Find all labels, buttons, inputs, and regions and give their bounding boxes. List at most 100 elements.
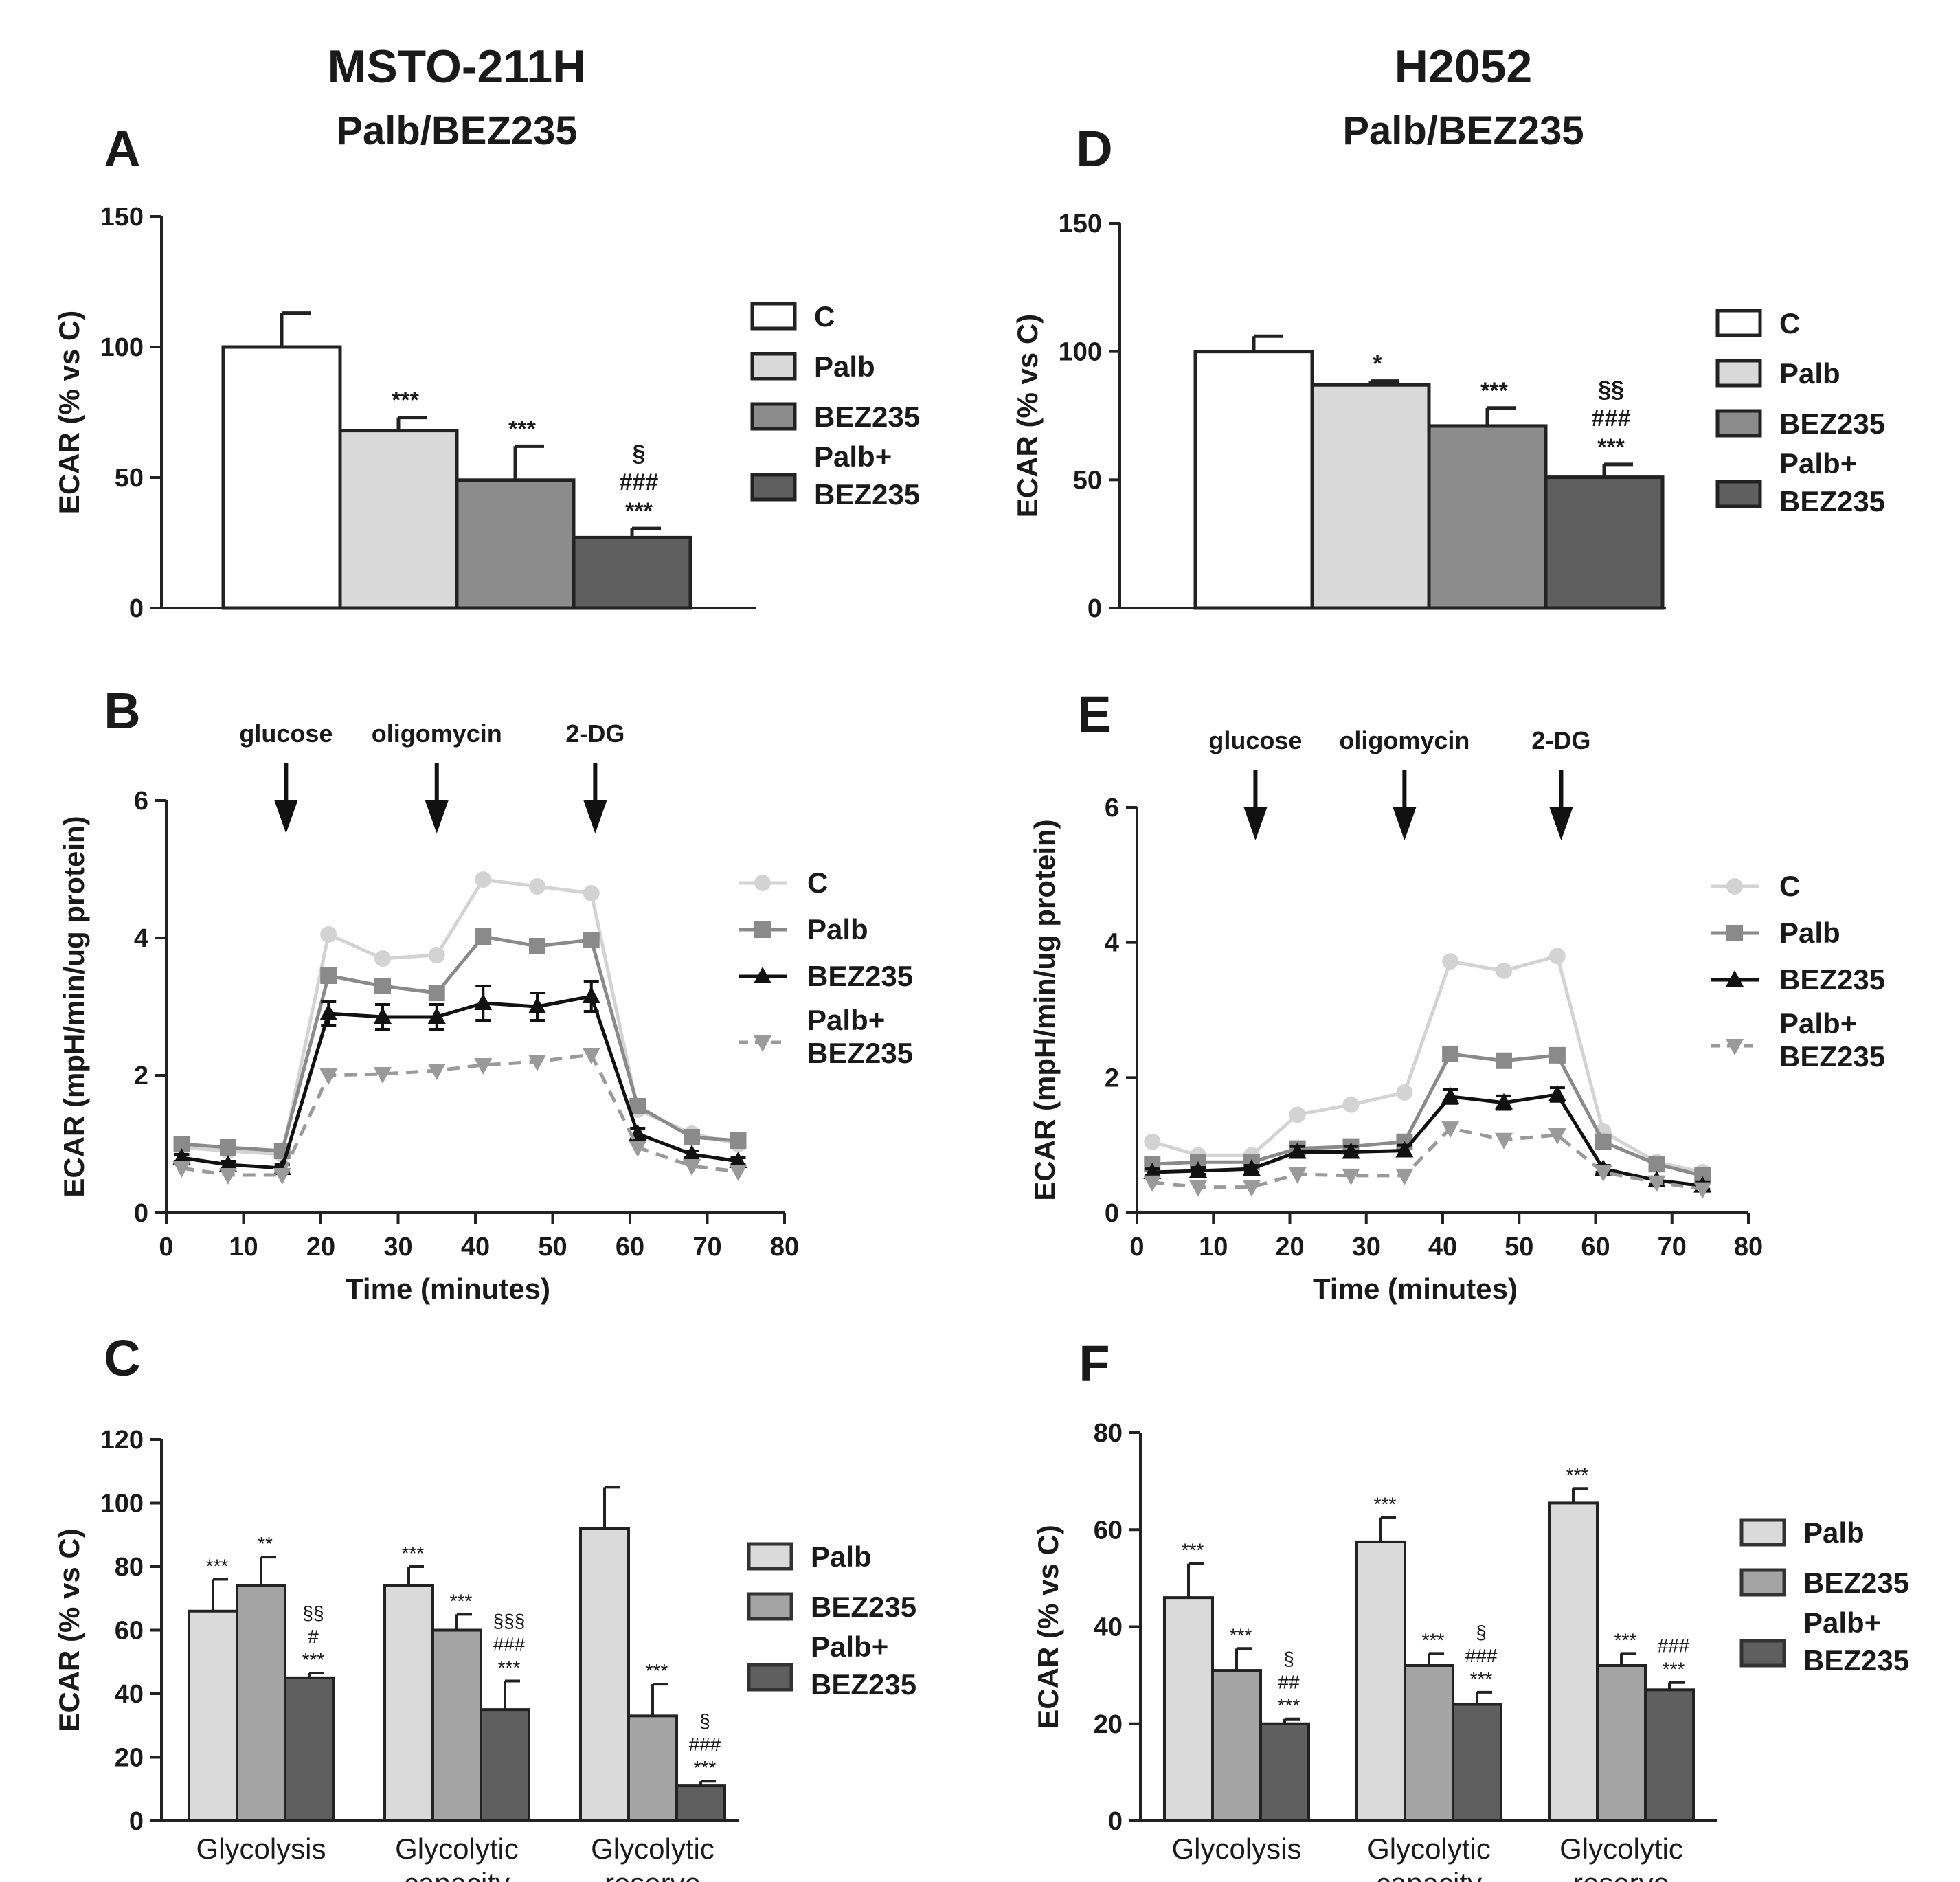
data-point — [1395, 1141, 1414, 1158]
y-tick-label: 0 — [134, 1199, 148, 1228]
panel-letter: A — [104, 120, 140, 177]
injection-label: oligomycin — [1339, 726, 1469, 754]
data-point — [1442, 953, 1459, 970]
significance-marker: § — [633, 440, 646, 467]
data-point — [1548, 1084, 1566, 1101]
significance-marker: *** — [1614, 1629, 1637, 1650]
legend-swatch — [1715, 480, 1762, 508]
bar-bez235 — [1404, 1664, 1454, 1822]
data-point — [319, 1068, 338, 1085]
legend-marker — [1726, 878, 1743, 895]
legend-label: BEZ235 — [1779, 407, 1885, 440]
down-arrow-icon — [583, 800, 607, 833]
y-tick-label: 40 — [115, 1680, 144, 1709]
x-category-label: capacity — [1376, 1867, 1482, 1882]
legend-label: Palb+ — [814, 440, 892, 473]
panel-letter: F — [1079, 1335, 1109, 1392]
data-point — [172, 1161, 191, 1178]
significance-marker: *** — [625, 498, 653, 524]
legend-swatch — [750, 402, 797, 431]
data-point — [1289, 1106, 1306, 1123]
y-tick-label: 60 — [1094, 1516, 1123, 1545]
panel-b-line-chart: B 0 2 4 6 ECAR (mpH/min/ug protein) 0 10 20 30 40 5… — [58, 682, 913, 1305]
x-tick-label: 30 — [1352, 1233, 1381, 1262]
data-point — [582, 987, 600, 1003]
significance-marker: *** — [402, 1543, 425, 1564]
data-point — [582, 1048, 600, 1064]
y-axis-label: ECAR (% vs C) — [53, 311, 85, 514]
series-line — [181, 994, 739, 1170]
bar-bez235 — [236, 1584, 286, 1822]
data-point — [1143, 1175, 1162, 1192]
data-point — [1288, 1142, 1307, 1159]
data-point — [1548, 948, 1566, 965]
significance-marker: *** — [450, 1590, 473, 1611]
injection-label: glucose — [1208, 726, 1302, 754]
significance-marker: *** — [508, 416, 536, 442]
legend-label: Palb+ — [1779, 1007, 1857, 1040]
bar-bez235 — [1427, 424, 1548, 610]
x-category-label: Glycolysis — [196, 1833, 326, 1865]
series-palb — [173, 928, 747, 1159]
legend-marker — [754, 1035, 771, 1052]
data-point — [475, 871, 492, 888]
data-point — [1495, 1093, 1513, 1110]
legend-label: BEZ235 — [1779, 963, 1885, 996]
significance-marker: ** — [258, 1533, 273, 1554]
x-tick-label: 10 — [1199, 1233, 1228, 1262]
data-point — [319, 1004, 338, 1020]
x-tick-label: 50 — [538, 1233, 567, 1262]
panel-letter: B — [104, 682, 140, 739]
significance-marker: *** — [1182, 1540, 1204, 1561]
x-category-label: reserve — [605, 1867, 701, 1882]
y-tick-label: 60 — [115, 1617, 144, 1646]
data-point — [529, 938, 545, 954]
significance-marker: *** — [694, 1757, 717, 1778]
injection-glucose: glucose — [1208, 726, 1302, 840]
data-point — [1648, 1156, 1665, 1173]
legend-swatch — [750, 473, 797, 502]
data-point — [730, 1132, 747, 1149]
legend-swatch — [750, 352, 797, 381]
legend-label: BEZ235 — [811, 1591, 916, 1623]
significance-marker: § — [699, 1710, 710, 1732]
y-tick-label: 4 — [1105, 929, 1119, 958]
x-category-label: capacity — [404, 1867, 510, 1882]
data-point — [1594, 1165, 1612, 1182]
y-tick-label: 0 — [1105, 1199, 1119, 1228]
legend-swatch — [1715, 409, 1762, 438]
y-tick-label: 100 — [1059, 338, 1102, 367]
injection-2-dg: 2-DG — [565, 719, 624, 833]
bar-palb-bez235 — [1259, 1722, 1310, 1822]
significance-marker: §§§ — [493, 1611, 526, 1632]
series-line — [1152, 1052, 1703, 1178]
significance-marker: § — [1476, 1622, 1487, 1643]
x-tick-label: 40 — [1428, 1233, 1457, 1262]
significance-marker: *** — [1470, 1668, 1493, 1690]
legend-marker — [754, 921, 771, 938]
data-point — [1189, 1161, 1207, 1178]
legend-label: BEZ235 — [811, 1668, 916, 1701]
down-arrow-icon — [1243, 807, 1268, 840]
series-line — [181, 1053, 739, 1177]
data-point — [320, 926, 337, 943]
significance-marker: *** — [646, 1660, 668, 1681]
y-tick-label: 50 — [115, 464, 144, 493]
significance-marker: § — [1283, 1648, 1294, 1670]
y-tick-label: 80 — [1094, 1419, 1123, 1448]
legend-label: C — [1779, 870, 1800, 902]
legend-label: C — [1779, 307, 1800, 339]
legend-label: Palb+ — [1779, 447, 1857, 480]
bar-c — [221, 345, 342, 610]
down-arrow-icon — [274, 800, 298, 833]
x-tick-label: 10 — [229, 1233, 258, 1262]
data-point — [729, 1165, 747, 1181]
y-axis-label: ECAR (mpH/min/ug protein) — [58, 816, 90, 1197]
series-line — [1151, 954, 1703, 1174]
x-tick-label: 0 — [159, 1233, 173, 1262]
data-point — [474, 1058, 493, 1075]
significance-marker: ### — [689, 1734, 721, 1755]
